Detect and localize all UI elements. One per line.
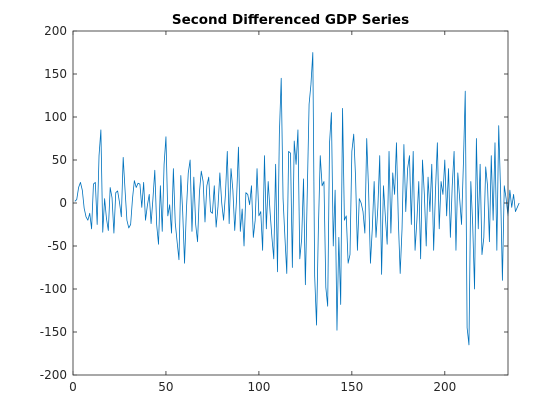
x-axis-ticks: 0 50 100 150 200 [69,31,456,394]
series-line-0 [74,52,520,346]
series-layer [74,52,520,346]
plot-area [73,31,508,375]
y-tick-label: 150 [44,67,67,81]
x-tick-label: 150 [340,380,363,394]
y-tick-label: 100 [44,110,67,124]
x-tick-label: 100 [247,380,270,394]
y-tick-label: 200 [44,24,67,38]
y-tick-label: -100 [40,282,67,296]
y-tick-label: 0 [59,196,67,210]
y-tick-label: 50 [52,153,67,167]
y-tick-label: -150 [40,325,67,339]
y-axis-ticks: -200 -150 -100 -50 0 50 100 150 200 [40,24,508,382]
x-tick-label: 50 [158,380,173,394]
x-tick-label: 0 [69,380,77,394]
x-tick-label: 200 [433,380,456,394]
y-tick-label: -200 [40,368,67,382]
y-tick-label: -50 [47,239,67,253]
chart-title: Second Differenced GDP Series [172,12,409,28]
